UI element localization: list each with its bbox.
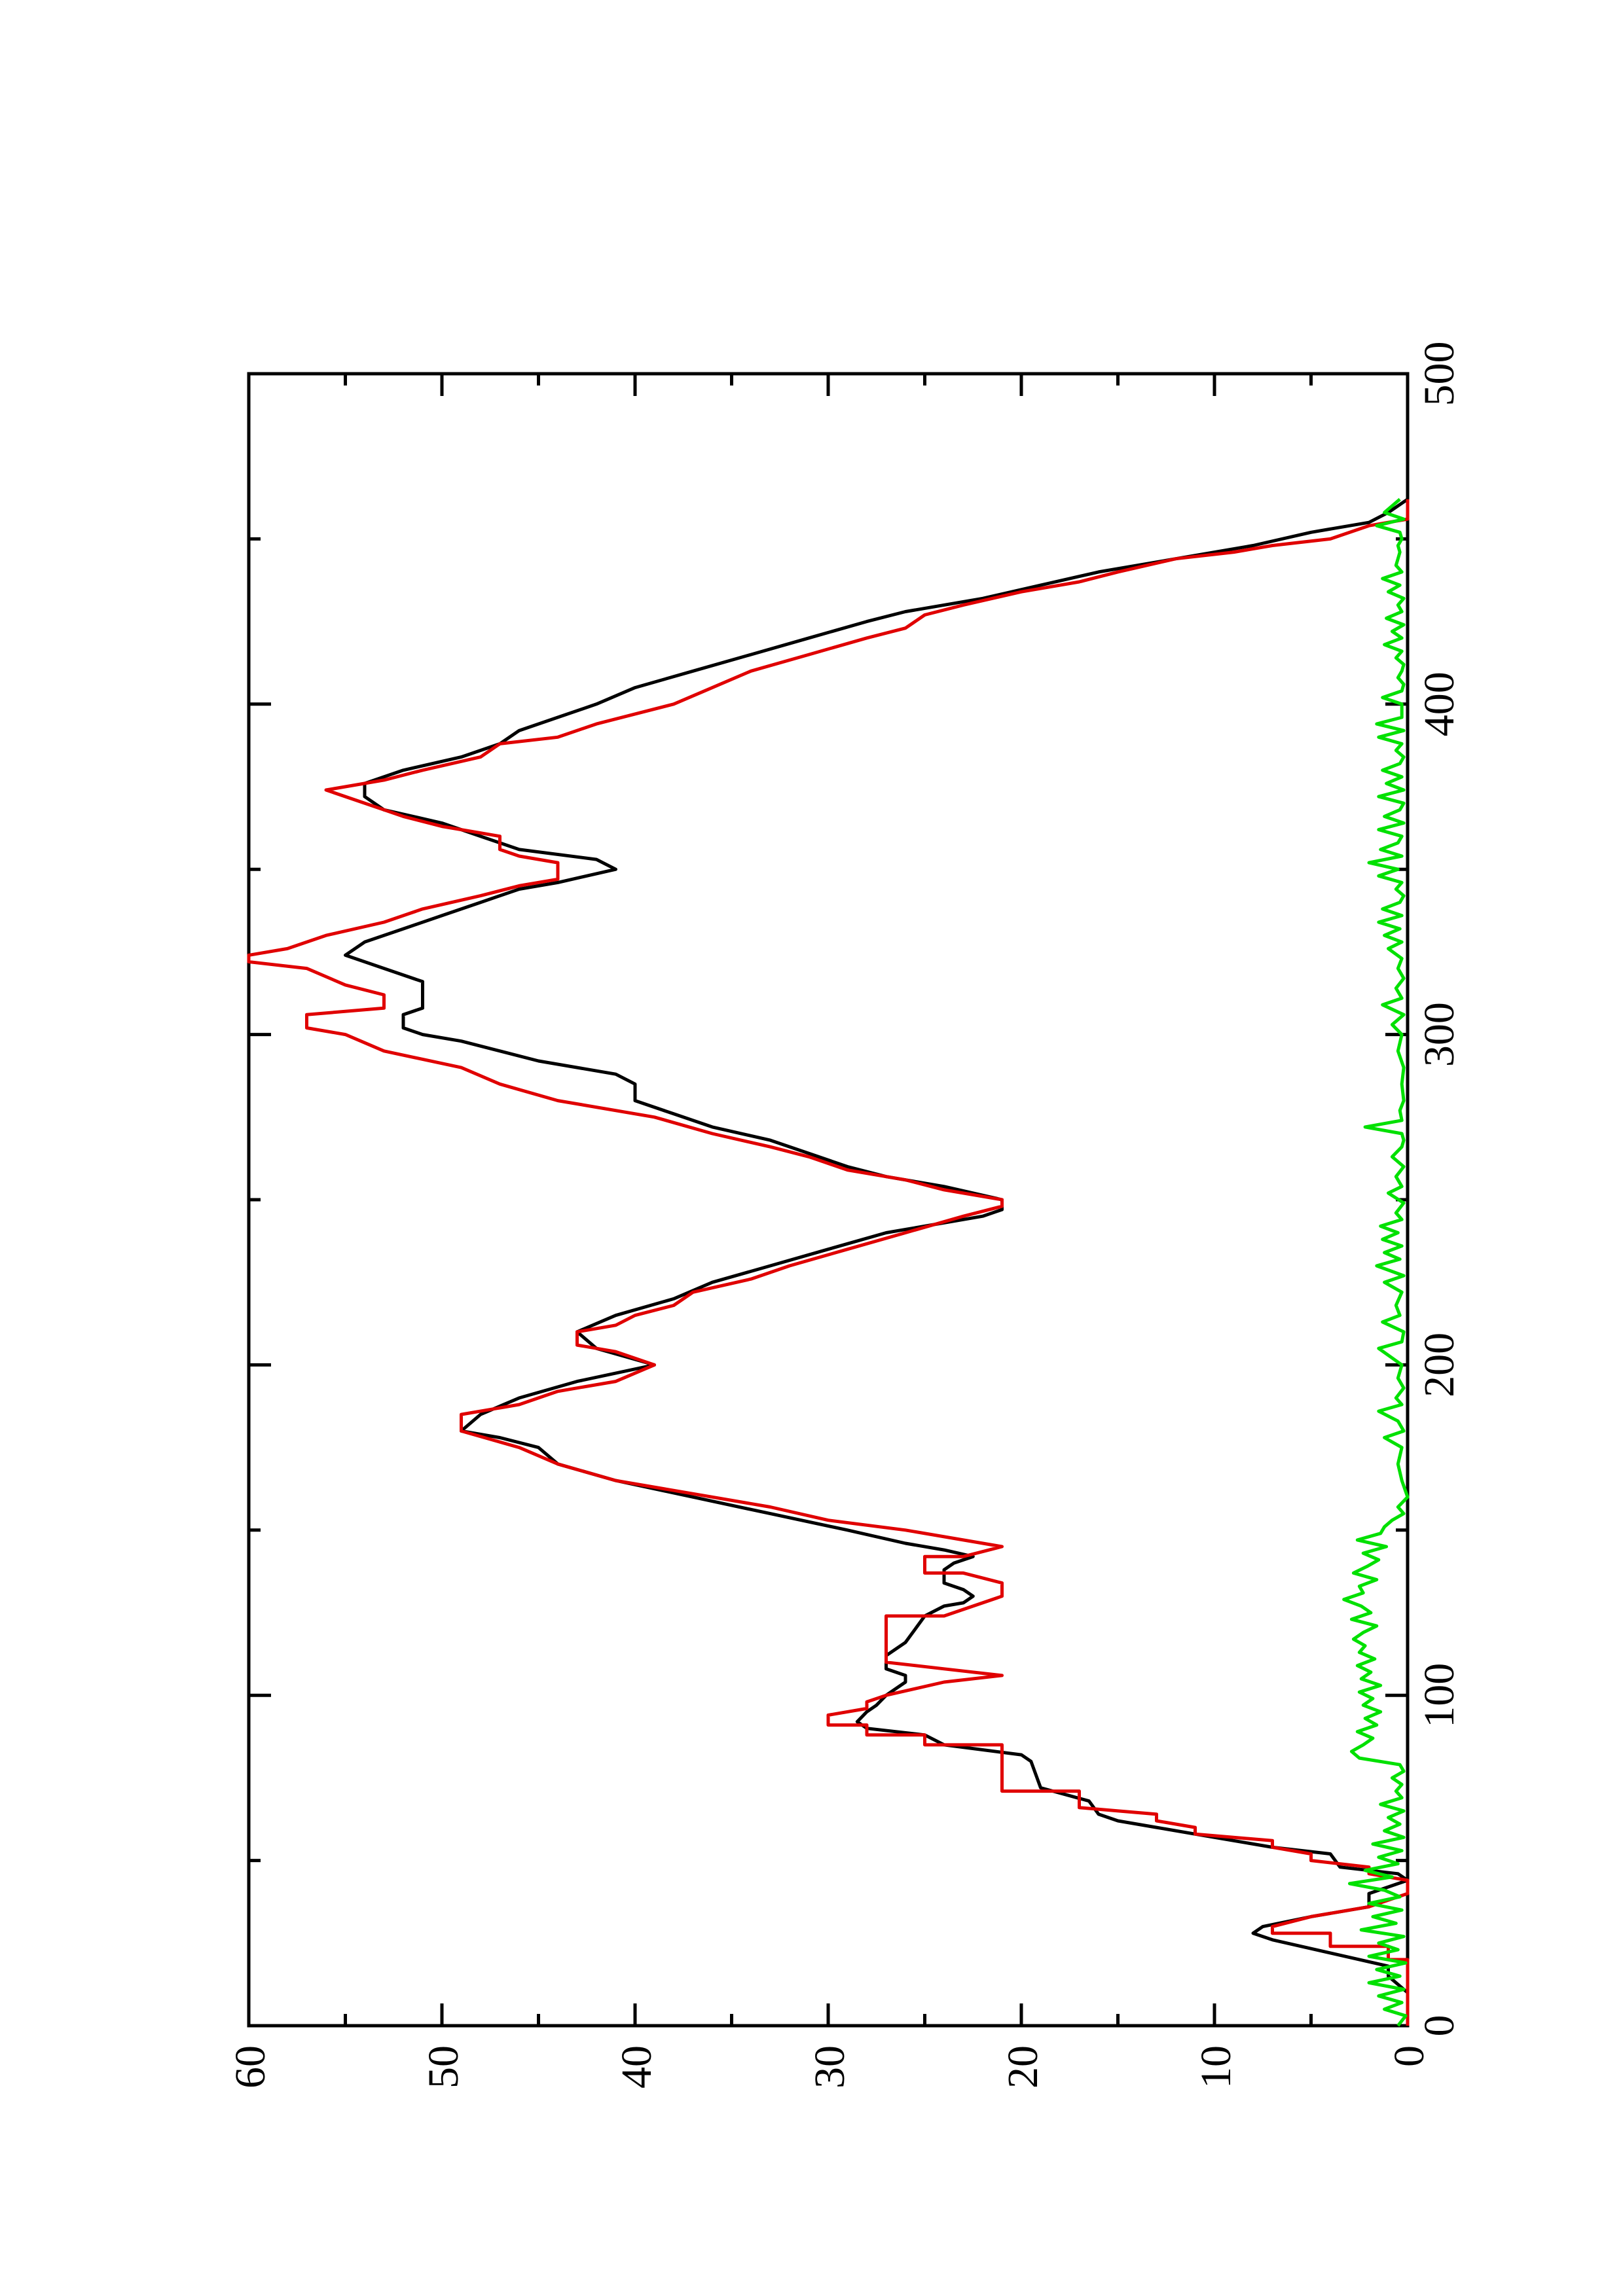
y-tick-label: 60 (227, 2045, 274, 2089)
series-line-2 (247, 499, 1410, 2026)
tick-labels: 0 100 200 300 400 500 0 10 20 30 40 50 60 (227, 342, 1463, 2089)
series-line-3 (1342, 497, 1410, 2027)
y-tick-label: 0 (1385, 2045, 1433, 2067)
x-tick-label: 300 (1415, 1002, 1463, 1067)
y-tick-label: 40 (613, 2045, 661, 2089)
plot-frame (247, 372, 1410, 2028)
y-tick-label: 10 (1192, 2045, 1240, 2089)
x-tick-label: 400 (1415, 672, 1463, 736)
series-line-1 (344, 497, 1410, 2026)
x-tick-label: 200 (1415, 1333, 1463, 1397)
series-layer (247, 497, 1410, 2027)
x-tick-label: 500 (1415, 342, 1463, 406)
y-tick-label: 30 (806, 2045, 854, 2089)
y-tick-label: 50 (420, 2045, 467, 2089)
x-tick-label: 0 (1415, 2015, 1463, 2037)
axes (247, 372, 1410, 2028)
y-tick-label: 20 (999, 2045, 1047, 2089)
x-tick-label: 100 (1415, 1663, 1463, 1728)
